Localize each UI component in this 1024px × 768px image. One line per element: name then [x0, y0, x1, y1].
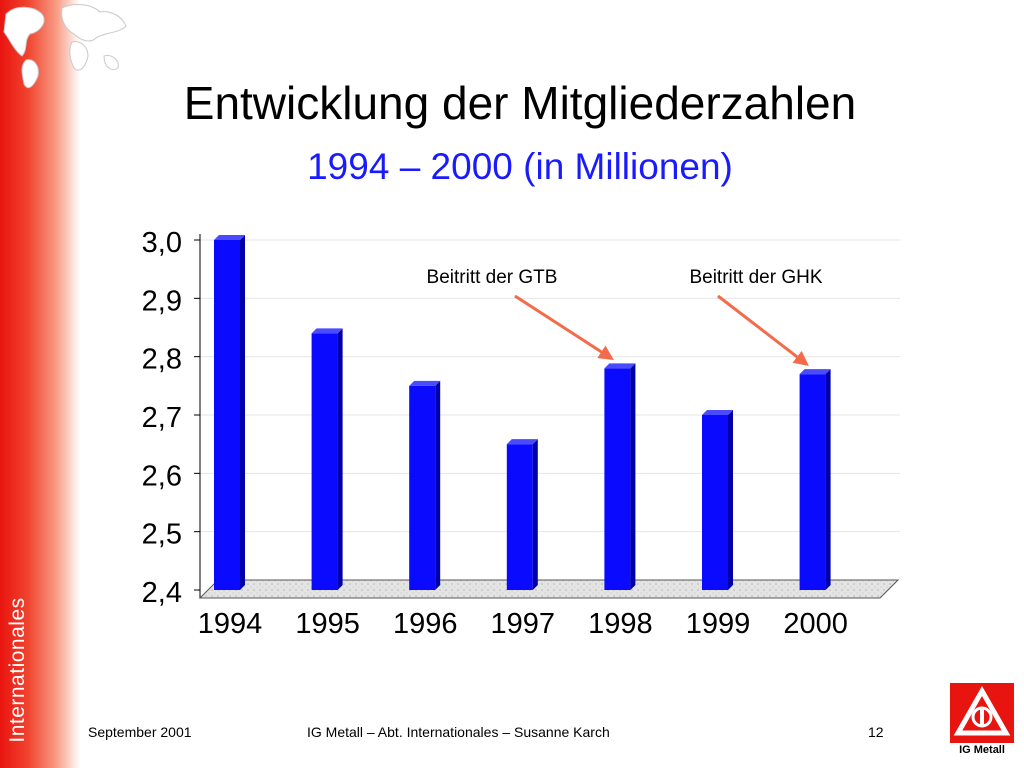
- ytick-label: 2,6: [142, 460, 182, 492]
- bar-top: [702, 410, 733, 415]
- bar-top: [311, 328, 343, 334]
- bar-front: [799, 374, 826, 590]
- footer-date: September 2001: [88, 724, 192, 740]
- ytick-label: 2,8: [142, 344, 182, 376]
- bar-front: [214, 240, 240, 590]
- xtick-label: 2000: [783, 608, 848, 640]
- slide-subtitle: 1994 – 2000 (in Millionen): [307, 146, 733, 187]
- bar-side: [825, 369, 831, 590]
- footer-author: IG Metall – Abt. Internationales – Susan…: [307, 724, 610, 740]
- bar-top: [604, 363, 636, 369]
- bar: [409, 380, 441, 590]
- bar-side: [532, 439, 538, 590]
- page-number: 12: [868, 724, 884, 740]
- annotation-label: Beitritt der GTB: [427, 267, 558, 288]
- ytick-label: 2,4: [142, 577, 182, 609]
- annotation-label: Beitritt der GHK: [689, 267, 822, 288]
- logo-label: IG Metall: [959, 744, 1005, 756]
- bar: [799, 369, 831, 590]
- slide-title: Entwicklung der Mitgliederzahlen: [183, 77, 857, 129]
- ytick-label: 3,0: [142, 227, 182, 259]
- side-band: [0, 0, 80, 768]
- ytick-label: 2,5: [142, 519, 182, 551]
- ytick-label: 2,7: [142, 402, 182, 434]
- bar: [214, 235, 245, 590]
- bar-side: [728, 410, 733, 590]
- bar-front: [311, 333, 338, 590]
- xtick-label: 1997: [491, 608, 556, 640]
- xtick-label: 1999: [686, 608, 751, 640]
- bar-front: [604, 368, 631, 590]
- bar-side: [240, 235, 245, 590]
- bar: [506, 439, 538, 590]
- bar-front: [506, 444, 533, 590]
- bar-top: [409, 380, 441, 386]
- bar-top: [214, 235, 245, 240]
- xtick-label: 1996: [393, 608, 458, 640]
- bar: [311, 328, 343, 590]
- bar: [604, 363, 636, 590]
- ig-metall-logo-icon: [950, 683, 1014, 743]
- xtick-label: 1994: [198, 608, 263, 640]
- xtick-label: 1998: [588, 608, 653, 640]
- bar-front: [409, 385, 436, 590]
- bar-front: [702, 415, 728, 590]
- ytick-label: 2,9: [142, 285, 182, 317]
- bar-side: [337, 328, 343, 590]
- xtick-label: 1995: [295, 608, 360, 640]
- bar-side: [435, 380, 441, 590]
- bar: [702, 410, 733, 590]
- bar-side: [630, 363, 636, 590]
- world-map-icon: [3, 4, 127, 89]
- chart-floor: [198, 579, 900, 599]
- bar-top: [799, 369, 831, 375]
- annotation-arrow: [514, 294, 614, 360]
- annotation-arrow: [717, 294, 809, 366]
- bar-top: [506, 439, 538, 445]
